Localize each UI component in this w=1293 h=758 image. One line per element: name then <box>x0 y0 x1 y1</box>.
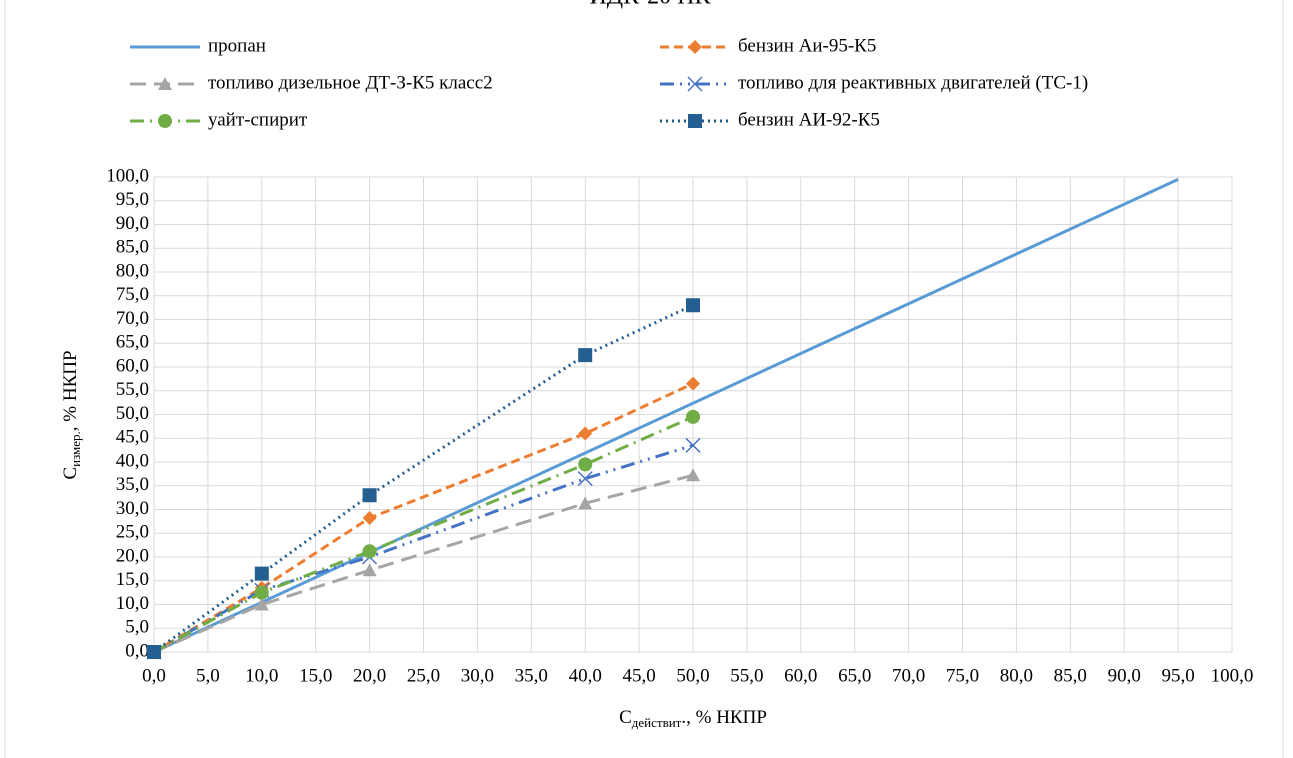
legend-label: топливо дизельное ДТ-З-К5 класс2 <box>208 72 493 93</box>
marker <box>362 544 377 559</box>
legend-marker <box>158 114 172 128</box>
x-tick-label: 35,0 <box>515 665 548 686</box>
marker <box>578 457 593 472</box>
legend-marker <box>687 76 703 92</box>
y-tick-label: 60,0 <box>116 355 149 376</box>
x-axis-title: Cдействит., % НКПР <box>619 707 767 730</box>
x-tick-label: 75,0 <box>946 665 979 686</box>
marker <box>686 409 700 424</box>
y-tick-label: 0,0 <box>125 640 149 661</box>
chart-border <box>4 0 1284 758</box>
marker <box>578 348 593 363</box>
x-tick-label: 55,0 <box>730 665 763 686</box>
x-tick-label: 80,0 <box>1000 665 1033 686</box>
y-tick-label: 10,0 <box>116 593 149 614</box>
x-tick-label: 10,0 <box>245 665 278 686</box>
y-tick-label: 30,0 <box>116 498 149 519</box>
marker <box>578 426 593 441</box>
x-tick-label: 85,0 <box>1054 665 1087 686</box>
y-title-sub: измер. <box>68 431 83 467</box>
x-tick-label: 100,0 <box>1211 665 1254 686</box>
y-tick-label: 100,0 <box>106 165 149 186</box>
x-tick-label: 0,0 <box>142 665 166 686</box>
series-line <box>153 415 694 654</box>
x-tick-label: 20,0 <box>353 665 386 686</box>
series-line <box>153 178 1179 654</box>
x-tick-label: 90,0 <box>1108 665 1141 686</box>
x-tick-label: 70,0 <box>892 665 925 686</box>
x-tick-label: 50,0 <box>676 665 709 686</box>
y-tick-label: 95,0 <box>116 189 149 210</box>
marker <box>254 585 269 600</box>
marker <box>362 488 377 503</box>
marker <box>254 566 269 581</box>
y-tick-label: 40,0 <box>116 450 149 471</box>
y-tick-label: 65,0 <box>116 332 149 353</box>
marker <box>578 496 593 510</box>
chart-title: ИДК-20 НК <box>589 0 711 10</box>
x-tick-label: 95,0 <box>1161 665 1194 686</box>
legend-marker <box>158 77 172 90</box>
x-tick-label: 15,0 <box>299 665 332 686</box>
x-tick-label: 65,0 <box>838 665 871 686</box>
legend-label: бензин АИ-92-К5 <box>738 109 880 130</box>
y-tick-label: 20,0 <box>116 545 149 566</box>
marker <box>362 563 377 577</box>
y-tick-label: 55,0 <box>116 379 149 400</box>
y-tick-label: 85,0 <box>116 237 149 258</box>
legend-label: топливо для реактивных двигателей (ТС-1) <box>738 72 1088 93</box>
marker <box>577 471 593 487</box>
y-tick-label: 50,0 <box>116 403 149 424</box>
x-tick-label: 60,0 <box>784 665 817 686</box>
marker <box>362 511 377 526</box>
marker <box>685 437 701 453</box>
legend-label: уайт-спирит <box>208 109 308 130</box>
legend-marker <box>688 40 702 54</box>
marker <box>686 298 700 313</box>
marker <box>686 376 700 391</box>
y-tick-label: 25,0 <box>116 522 149 543</box>
marker <box>147 645 161 659</box>
marker <box>254 597 269 611</box>
y-tick-label: 35,0 <box>116 474 149 495</box>
y-title-main: C <box>60 467 81 480</box>
x-title-main: C <box>619 707 632 728</box>
marker <box>686 468 700 482</box>
y-tick-label: 75,0 <box>116 284 149 305</box>
y-tick-label: 80,0 <box>116 260 149 281</box>
y-tick-label: 5,0 <box>125 617 149 638</box>
legend-label: бензин Аи-95-К5 <box>738 35 876 56</box>
y-tick-label: 70,0 <box>116 308 149 329</box>
y-tick-label: 15,0 <box>116 569 149 590</box>
y-tick-label: 45,0 <box>116 427 149 448</box>
x-tick-label: 45,0 <box>622 665 655 686</box>
y-title-rest: , % НКПР <box>60 350 81 431</box>
x-tick-label: 40,0 <box>569 665 602 686</box>
x-tick-label: 25,0 <box>407 665 440 686</box>
legend-label: пропан <box>208 35 266 56</box>
y-axis-title: Cизмер., % НКПР <box>60 350 83 479</box>
legend-marker <box>688 114 702 128</box>
y-tick-label: 90,0 <box>116 213 149 234</box>
x-title-sub: действит <box>632 715 682 730</box>
x-tick-label: 30,0 <box>461 665 494 686</box>
x-tick-label: 5,0 <box>196 665 220 686</box>
x-title-rest: ., % НКПР <box>681 707 767 728</box>
